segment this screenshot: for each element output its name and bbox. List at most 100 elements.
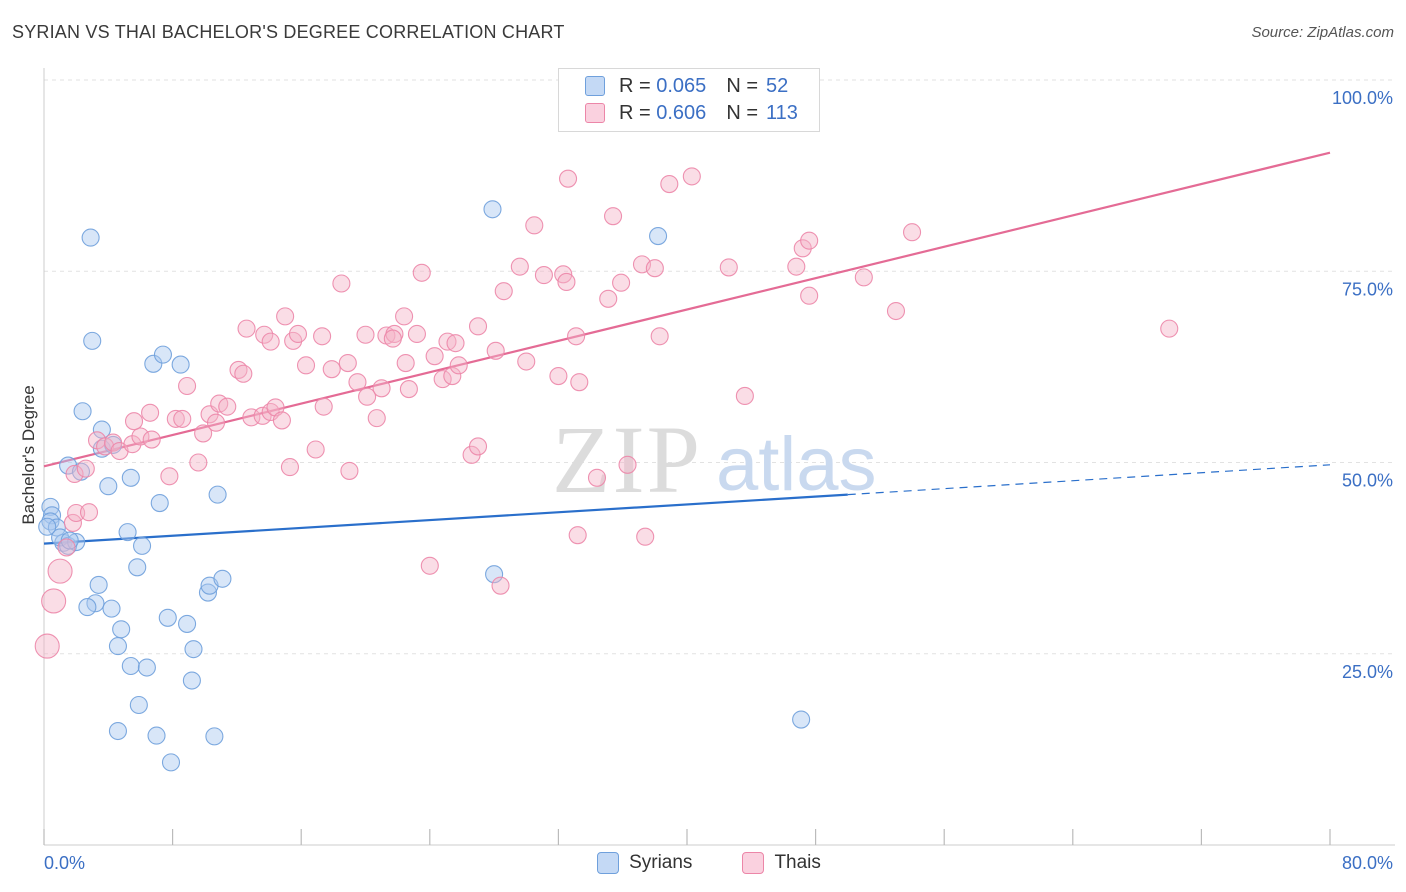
legend-label: Thais	[774, 852, 821, 873]
data-points	[34, 167, 1179, 772]
data-point	[121, 468, 140, 487]
n-label: N =	[726, 101, 758, 124]
data-point	[348, 373, 367, 392]
legend-item-thais: Thais	[742, 852, 821, 874]
data-point	[129, 695, 148, 715]
chart-title: SYRIAN VS THAI BACHELOR'S DEGREE CORRELA…	[12, 22, 565, 42]
data-point	[102, 599, 121, 618]
data-point	[288, 324, 308, 344]
data-point	[161, 753, 181, 772]
thais-swatch	[585, 103, 605, 123]
data-point	[89, 575, 108, 594]
data-point	[485, 565, 504, 584]
data-point	[322, 360, 341, 379]
data-point	[604, 207, 623, 226]
watermark-zip: ZIP	[552, 406, 702, 513]
data-point	[306, 440, 325, 459]
data-point	[153, 345, 173, 364]
data-point	[420, 556, 439, 575]
data-point	[57, 538, 76, 557]
data-point	[47, 558, 73, 584]
data-point	[108, 721, 127, 741]
data-point	[314, 397, 333, 416]
data-point	[660, 174, 679, 194]
data-point	[649, 227, 668, 246]
data-point	[67, 533, 86, 552]
data-point	[198, 583, 218, 602]
y-tick-label: 25.0%	[1342, 662, 1393, 682]
r-value: 0.065	[656, 74, 707, 97]
data-point	[534, 266, 553, 285]
data-point	[112, 620, 131, 639]
data-point	[76, 459, 95, 478]
stats-legend: R = 0.065 N = 52 R = 0.606 N = 113	[558, 68, 820, 132]
data-point	[549, 367, 568, 386]
data-point	[510, 257, 529, 276]
x-tick-label: 0.0%	[44, 853, 85, 873]
data-point	[340, 461, 359, 480]
data-point	[128, 558, 147, 577]
stats-row-thais: R = 0.606 N = 113	[585, 100, 798, 126]
legend-item-syrians: Syrians	[597, 852, 692, 874]
trend-line-extension-syrians	[847, 464, 1331, 496]
data-point	[383, 329, 402, 348]
data-point	[173, 409, 192, 428]
data-point	[645, 259, 664, 278]
data-point	[261, 332, 280, 351]
data-point	[599, 289, 618, 308]
data-point	[81, 228, 100, 247]
data-point	[206, 413, 226, 432]
data-point	[395, 307, 414, 326]
data-point	[171, 355, 190, 374]
n-label: N =	[726, 74, 758, 97]
y-tick-labels: 25.0% 50.0% 75.0% 100.0%	[1332, 88, 1393, 682]
data-point	[78, 598, 97, 617]
data-point	[131, 427, 150, 446]
data-point	[719, 258, 738, 277]
data-point	[108, 637, 127, 656]
data-point	[118, 523, 137, 542]
data-point	[650, 327, 669, 346]
data-point	[38, 517, 57, 536]
data-point	[67, 503, 86, 523]
data-point	[367, 409, 386, 428]
data-point	[160, 467, 179, 486]
data-point	[79, 503, 99, 522]
data-point	[218, 397, 237, 416]
data-point	[800, 286, 819, 305]
data-point	[99, 477, 118, 496]
data-point	[618, 455, 637, 474]
data-point	[213, 569, 232, 588]
data-point	[525, 216, 544, 235]
y-tick-label: 75.0%	[1342, 279, 1393, 299]
data-point	[468, 437, 488, 456]
data-point	[332, 274, 351, 293]
data-point	[886, 301, 906, 321]
trend-line-syrians	[43, 493, 848, 545]
y-tick-label: 100.0%	[1332, 88, 1393, 108]
data-point	[800, 231, 819, 250]
watermark: ZIP atlas	[552, 406, 877, 513]
syrians-swatch	[585, 76, 605, 96]
data-point	[296, 356, 316, 375]
data-point	[433, 370, 452, 389]
data-point	[272, 411, 291, 430]
data-point	[205, 727, 224, 746]
trend-line-thais	[43, 151, 1331, 468]
series-syrians	[38, 200, 811, 772]
data-point	[568, 526, 587, 545]
data-point	[902, 223, 922, 242]
data-point	[182, 671, 201, 690]
data-point	[491, 576, 510, 595]
data-point	[567, 327, 586, 346]
data-point	[557, 272, 576, 292]
data-point	[787, 257, 806, 276]
data-point	[735, 386, 754, 405]
data-point	[166, 409, 185, 428]
data-point	[558, 169, 578, 188]
data-point	[255, 325, 274, 344]
y-tick-label: 50.0%	[1342, 471, 1393, 491]
series-legend: Syrians Thais	[0, 852, 1406, 874]
data-point	[276, 307, 295, 326]
